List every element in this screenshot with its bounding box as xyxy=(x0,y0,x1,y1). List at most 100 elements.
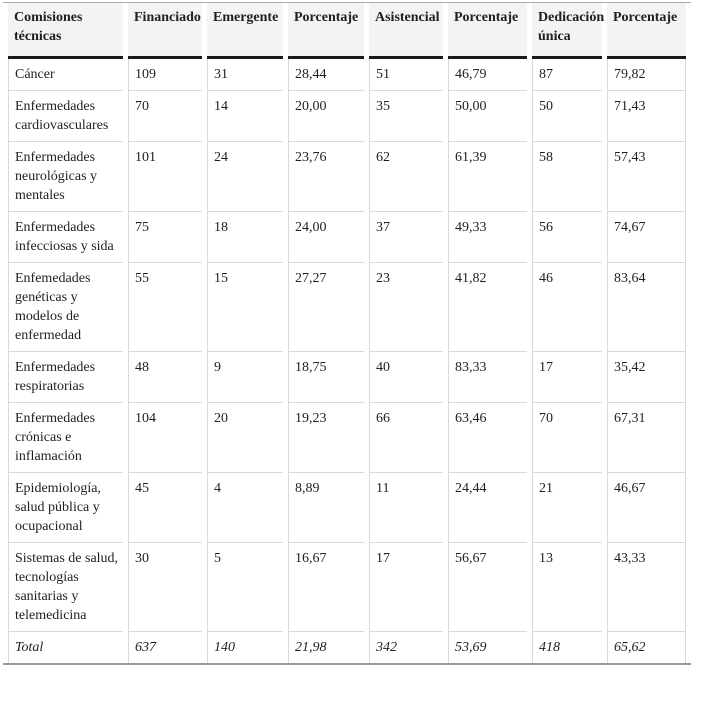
cell-porcentaje-emergente: 27,27 xyxy=(288,263,364,352)
cell-asistencial: 37 xyxy=(369,212,443,263)
cell-porcentaje-emergente: 28,44 xyxy=(288,59,364,91)
table-row-cronicas: Enfermedades crónicas e inflamación 104 … xyxy=(8,403,686,473)
cell-porcentaje-asistencial: 50,00 xyxy=(448,91,527,142)
cell-financiado: 75 xyxy=(128,212,202,263)
cell-porcentaje-dedicacion: 67,31 xyxy=(607,403,686,473)
row-label: Enfermedades respiratorias xyxy=(8,352,123,403)
cell-porcentaje-dedicacion: 43,33 xyxy=(607,543,686,632)
cell-porcentaje-emergente: 20,00 xyxy=(288,91,364,142)
column-header-porcentaje-dedicacion: Porcentaje xyxy=(607,3,686,59)
cell-asistencial: 11 xyxy=(369,473,443,543)
cell-emergente: 20 xyxy=(207,403,283,473)
column-header-porcentaje-asistencial: Porcentaje xyxy=(448,3,527,59)
cell-asistencial: 17 xyxy=(369,543,443,632)
cell-dedicacion-unica: 17 xyxy=(532,352,602,403)
table-row-epidemiologia: Epidemiología, salud pública y ocupacion… xyxy=(8,473,686,543)
cell-porcentaje-asistencial: 24,44 xyxy=(448,473,527,543)
table-row-cardiovasculares: Enfermedades cardiovasculares 70 14 20,0… xyxy=(8,91,686,142)
cell-asistencial: 51 xyxy=(369,59,443,91)
total-asistencial: 342 xyxy=(369,632,443,663)
table-container: Comisiones técnicas Financiado Emergente… xyxy=(3,2,691,665)
total-porcentaje-emergente: 21,98 xyxy=(288,632,364,663)
column-header-asistencial: Asistencial xyxy=(369,3,443,59)
cell-financiado: 101 xyxy=(128,142,202,212)
total-label: Total xyxy=(8,632,123,663)
cell-porcentaje-asistencial: 83,33 xyxy=(448,352,527,403)
cell-porcentaje-asistencial: 56,67 xyxy=(448,543,527,632)
total-dedicacion-unica: 418 xyxy=(532,632,602,663)
table-row-geneticas: Enfemedades genéticas y modelos de enfer… xyxy=(8,263,686,352)
cell-financiado: 109 xyxy=(128,59,202,91)
cell-asistencial: 66 xyxy=(369,403,443,473)
cell-financiado: 48 xyxy=(128,352,202,403)
cell-porcentaje-dedicacion: 35,42 xyxy=(607,352,686,403)
table-header: Comisiones técnicas Financiado Emergente… xyxy=(8,3,686,59)
column-header-comisiones-tecnicas: Comisiones técnicas xyxy=(8,3,123,59)
column-header-dedicacion-unica: Dedicación única xyxy=(532,3,604,59)
header-row: Comisiones técnicas Financiado Emergente… xyxy=(8,3,686,59)
row-label: Enfermedades crónicas e inflamación xyxy=(8,403,123,473)
cell-dedicacion-unica: 87 xyxy=(532,59,602,91)
cell-porcentaje-emergente: 23,76 xyxy=(288,142,364,212)
cell-porcentaje-emergente: 16,67 xyxy=(288,543,364,632)
cell-emergente: 4 xyxy=(207,473,283,543)
cell-financiado: 30 xyxy=(128,543,202,632)
table-row-infecciosas: Enfermedades infecciosas y sida 75 18 24… xyxy=(8,212,686,263)
cell-dedicacion-unica: 50 xyxy=(532,91,602,142)
cell-porcentaje-asistencial: 49,33 xyxy=(448,212,527,263)
cell-dedicacion-unica: 46 xyxy=(532,263,602,352)
cell-financiado: 45 xyxy=(128,473,202,543)
cell-emergente: 15 xyxy=(207,263,283,352)
column-header-emergente: Emergente xyxy=(207,3,283,59)
cell-emergente: 24 xyxy=(207,142,283,212)
cell-emergente: 31 xyxy=(207,59,283,91)
cell-dedicacion-unica: 56 xyxy=(532,212,602,263)
cell-porcentaje-dedicacion: 74,67 xyxy=(607,212,686,263)
cell-porcentaje-asistencial: 63,46 xyxy=(448,403,527,473)
table-row-cancer: Cáncer 109 31 28,44 51 46,79 87 79,82 xyxy=(8,59,686,91)
technical-commissions-table: Comisiones técnicas Financiado Emergente… xyxy=(3,2,691,665)
column-header-porcentaje-emergente: Porcentaje xyxy=(288,3,364,59)
cell-porcentaje-emergente: 8,89 xyxy=(288,473,364,543)
cell-asistencial: 40 xyxy=(369,352,443,403)
row-label: Cáncer xyxy=(8,59,123,91)
row-label: Enfermedades infecciosas y sida xyxy=(8,212,123,263)
cell-porcentaje-emergente: 18,75 xyxy=(288,352,364,403)
total-emergente: 140 xyxy=(207,632,283,663)
table-row-neurologicas: Enfermedades neurológicas y mentales 101… xyxy=(8,142,686,212)
cell-emergente: 9 xyxy=(207,352,283,403)
cell-financiado: 55 xyxy=(128,263,202,352)
cell-asistencial: 62 xyxy=(369,142,443,212)
table-row-respiratorias: Enfermedades respiratorias 48 9 18,75 40… xyxy=(8,352,686,403)
column-header-financiado: Financiado xyxy=(128,3,202,59)
cell-porcentaje-dedicacion: 83,64 xyxy=(607,263,686,352)
cell-dedicacion-unica: 58 xyxy=(532,142,602,212)
table-row-total: Total 637 140 21,98 342 53,69 418 65,62 xyxy=(8,632,686,663)
cell-dedicacion-unica: 70 xyxy=(532,403,602,473)
total-financiado: 637 xyxy=(128,632,202,663)
table-row-sistemas-de-salud: Sistemas de salud, tecnologías sanitaria… xyxy=(8,543,686,632)
cell-emergente: 5 xyxy=(207,543,283,632)
cell-porcentaje-emergente: 24,00 xyxy=(288,212,364,263)
cell-porcentaje-emergente: 19,23 xyxy=(288,403,364,473)
row-label: Enfermedades cardiovasculares xyxy=(8,91,123,142)
row-label: Sistemas de salud, tecnologías sanitaria… xyxy=(8,543,123,632)
cell-porcentaje-dedicacion: 79,82 xyxy=(607,59,686,91)
cell-emergente: 14 xyxy=(207,91,283,142)
cell-dedicacion-unica: 13 xyxy=(532,543,602,632)
total-porcentaje-asistencial: 53,69 xyxy=(448,632,527,663)
table-body: Cáncer 109 31 28,44 51 46,79 87 79,82 En… xyxy=(8,59,686,663)
cell-porcentaje-asistencial: 41,82 xyxy=(448,263,527,352)
row-label: Epidemiología, salud pública y ocupacion… xyxy=(8,473,123,543)
cell-porcentaje-dedicacion: 71,43 xyxy=(607,91,686,142)
cell-asistencial: 35 xyxy=(369,91,443,142)
cell-porcentaje-dedicacion: 57,43 xyxy=(607,142,686,212)
row-label: Enfemedades genéticas y modelos de enfer… xyxy=(8,263,123,352)
cell-emergente: 18 xyxy=(207,212,283,263)
cell-porcentaje-dedicacion: 46,67 xyxy=(607,473,686,543)
cell-financiado: 70 xyxy=(128,91,202,142)
cell-financiado: 104 xyxy=(128,403,202,473)
cell-dedicacion-unica: 21 xyxy=(532,473,602,543)
total-porcentaje-dedicacion: 65,62 xyxy=(607,632,686,663)
cell-asistencial: 23 xyxy=(369,263,443,352)
